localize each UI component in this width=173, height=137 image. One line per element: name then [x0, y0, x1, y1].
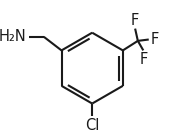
Text: Cl: Cl: [85, 118, 99, 133]
Text: F: F: [151, 32, 159, 47]
Text: F: F: [139, 52, 147, 67]
Text: H₂N: H₂N: [0, 29, 27, 44]
Text: F: F: [131, 13, 139, 28]
